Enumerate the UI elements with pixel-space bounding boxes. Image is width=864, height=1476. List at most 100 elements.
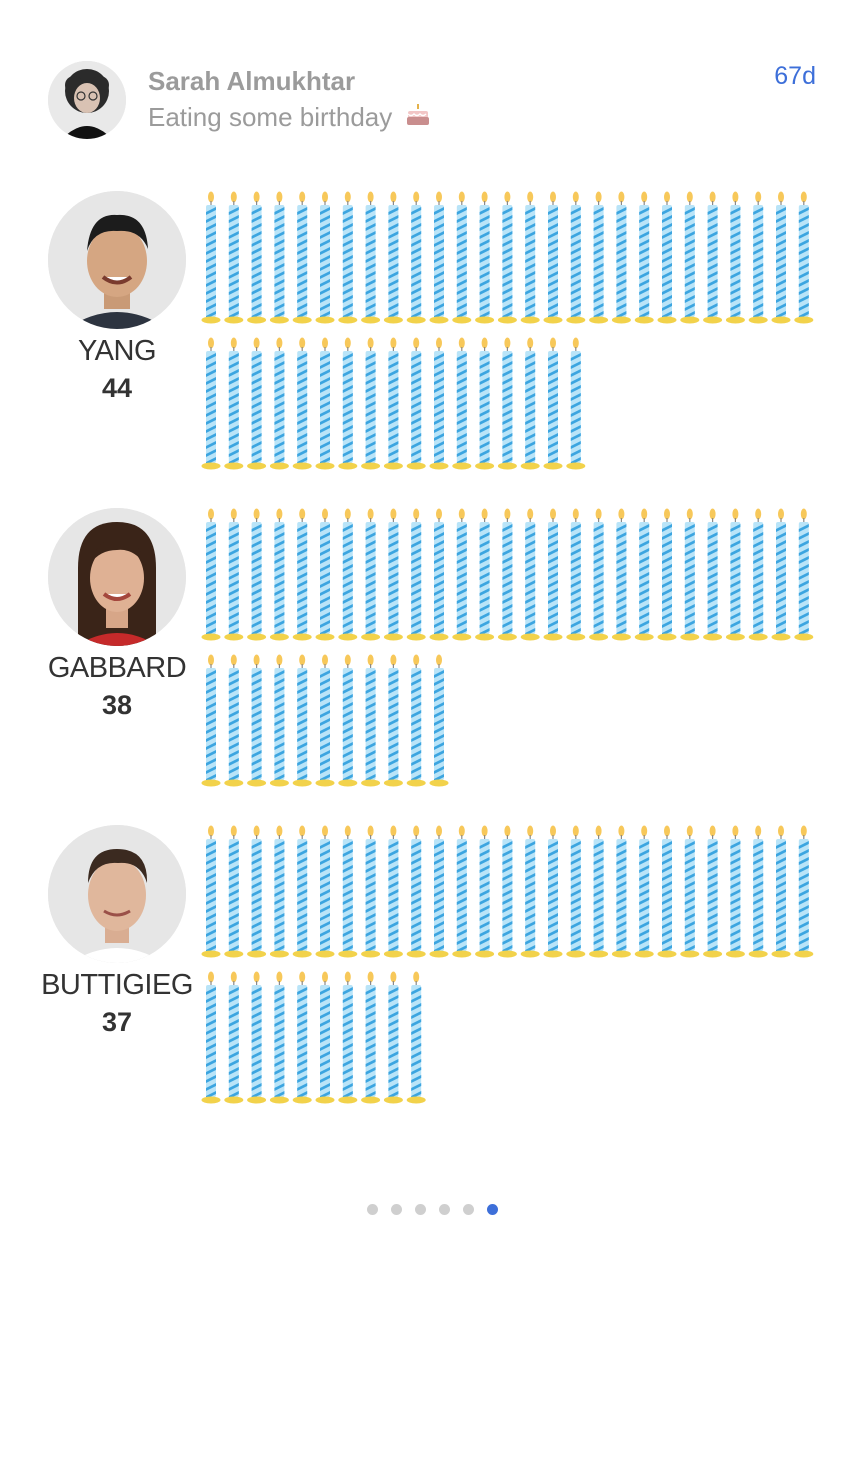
candle-icon [497,508,517,641]
candle-icon [794,825,814,958]
candle-icon [794,191,814,324]
candle-icon [224,971,244,1104]
candle-icon [497,825,517,958]
candle-icon [292,508,312,641]
candle-icon [680,825,700,958]
candle-icon [748,825,768,958]
candle-icon [315,654,335,787]
candle-icon [703,825,723,958]
candle-icon [247,971,267,1104]
person-icon [48,825,186,963]
candle-icon [201,508,221,641]
candle-icon [269,508,289,641]
candle-icon [247,825,267,958]
candles-chart [201,825,814,1104]
candle-icon [406,508,426,641]
author-avatar[interactable] [48,61,126,139]
author-name[interactable]: Sarah Almukhtar [148,66,356,96]
author-status: Eating some birthday [148,102,431,135]
candle-icon [269,971,289,1104]
candle-icon [475,508,495,641]
post-age-link[interactable]: 67d [774,62,816,90]
candle-icon [315,191,335,324]
candidate-photo [48,825,186,963]
candle-icon [292,337,312,470]
candle-icon [338,654,358,787]
candle-icon [429,825,449,958]
candle-icon [247,654,267,787]
candle-icon [703,508,723,641]
candle-icon [520,337,540,470]
candle-icon [475,825,495,958]
candle-icon [452,191,472,324]
candle-icon [383,654,403,787]
candle-icon [292,971,312,1104]
candle-icon [611,508,631,641]
candle-icon [292,825,312,958]
candle-icon [611,191,631,324]
pager-dot[interactable] [366,1204,378,1215]
candle-icon [361,508,381,641]
pager-dot[interactable] [462,1204,474,1215]
candle-icon [566,825,586,958]
candle-icon [657,825,677,958]
candidate-age: 37 [101,1007,133,1037]
candle-icon [269,654,289,787]
candle-icon [611,825,631,958]
candle-icon [452,825,472,958]
candle-icon [361,654,381,787]
person-icon [48,191,186,329]
pager-dot[interactable] [414,1204,426,1215]
candle-icon [224,337,244,470]
candle-icon [520,191,540,324]
candles-chart [201,508,814,787]
candle-icon [543,337,563,470]
candle-icon [247,508,267,641]
candle-icon [406,971,426,1104]
candle-icon [452,337,472,470]
candle-icon [520,508,540,641]
pager-dot[interactable] [390,1204,402,1215]
candidate-age: 44 [101,373,133,403]
candle-icon [361,825,381,958]
candle-icon [634,825,654,958]
candle-icon [338,191,358,324]
candle-icon [315,508,335,641]
candidate-age: 38 [101,690,133,720]
candle-icon [383,191,403,324]
candle-icon [725,825,745,958]
candle-icon [566,337,586,470]
candle-icon [338,825,358,958]
candle-icon [224,191,244,324]
candle-icon [338,337,358,470]
candle-icon [338,508,358,641]
person-icon [48,61,126,139]
candidate-photo [48,508,186,646]
candle-icon [589,191,609,324]
carousel-pager [0,1204,864,1220]
candle-icon [361,191,381,324]
candidate-name: BUTTIGIEG [41,969,193,1001]
candle-icon [383,825,403,958]
candle-icon [224,654,244,787]
candle-icon [543,191,563,324]
pager-dot[interactable] [486,1204,498,1215]
candle-icon [406,337,426,470]
candle-icon [429,191,449,324]
candle-icon [497,191,517,324]
candle-icon [406,191,426,324]
candle-icon [269,825,289,958]
candle-icon [543,825,563,958]
candle-icon [269,337,289,470]
candle-icon [680,508,700,641]
status-text: Eating some birthday [148,102,393,132]
candle-icon [201,971,221,1104]
candle-icon [383,971,403,1104]
candle-icon [201,654,221,787]
candle-icon [725,508,745,641]
candidate-name: GABBARD [47,652,187,684]
candle-icon [748,191,768,324]
candle-icon [361,971,381,1104]
candle-icon [725,191,745,324]
pager-dot[interactable] [438,1204,450,1215]
